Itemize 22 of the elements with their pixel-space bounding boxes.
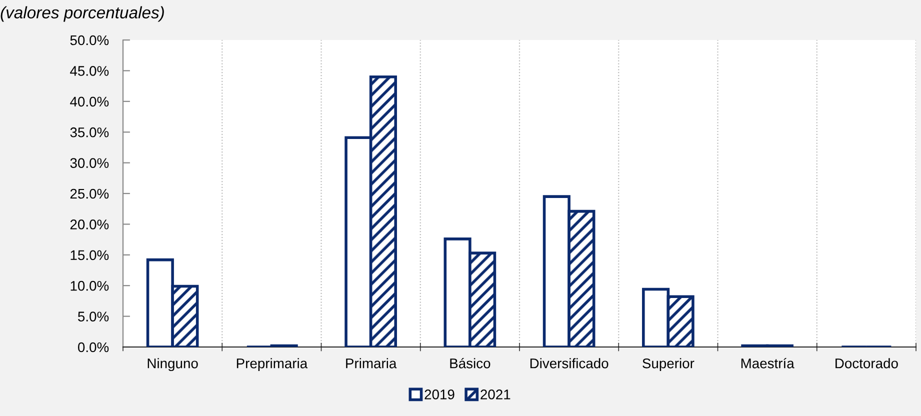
x-tick-label: Básico bbox=[450, 358, 490, 368]
y-tick-label: 30.0% bbox=[70, 158, 109, 168]
x-tick-label: Doctorado bbox=[836, 358, 898, 368]
x-tick-label: Primaria bbox=[346, 358, 397, 368]
chart-title: (valores porcentuales) bbox=[0, 6, 164, 22]
y-tick-label: 40.0% bbox=[70, 96, 109, 107]
y-tick-label: 0.0% bbox=[78, 342, 109, 352]
y-tick-label: 10.0% bbox=[70, 280, 109, 291]
y-tick-label: 25.0% bbox=[70, 188, 109, 199]
y-tick-label: 50.0% bbox=[70, 35, 109, 46]
y-tick-label: 45.0% bbox=[70, 66, 109, 76]
y-tick-label: 5.0% bbox=[78, 312, 109, 322]
legend-label: 2021 bbox=[480, 390, 510, 400]
x-tick-label: Diversificado bbox=[530, 358, 608, 368]
x-tick-label: Superior bbox=[642, 358, 694, 372]
y-tick-label: 20.0% bbox=[70, 220, 109, 230]
y-tick-label: 35.0% bbox=[70, 127, 109, 138]
y-tick-label: 15.0% bbox=[70, 250, 109, 260]
x-tick-label: Maestría bbox=[741, 358, 794, 368]
x-tick-label: Preprimaria bbox=[236, 358, 308, 372]
legend-label: 2019 bbox=[424, 390, 454, 400]
x-tick-label: Ninguno bbox=[148, 358, 198, 372]
